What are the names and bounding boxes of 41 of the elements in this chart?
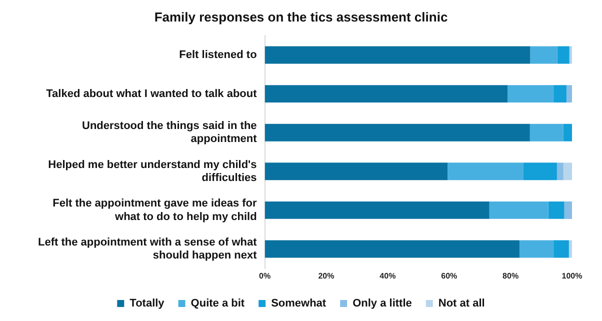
x-tick-label: 60% bbox=[441, 271, 458, 280]
y-tick-label: Left the appointment with a sense of what should happen next bbox=[38, 236, 258, 262]
bar bbox=[566, 85, 572, 103]
legend-label: Somewhat bbox=[271, 298, 326, 310]
chart-title: Family responses on the tics assessment clinic bbox=[154, 9, 448, 24]
bar bbox=[523, 162, 557, 180]
bar bbox=[264, 162, 448, 180]
legend-label: Only a little bbox=[352, 298, 412, 310]
bar bbox=[563, 124, 572, 142]
x-tick-label: 20% bbox=[318, 271, 334, 280]
bar bbox=[264, 240, 520, 258]
bar bbox=[557, 46, 570, 64]
legend-label: Quite a bit bbox=[190, 298, 245, 310]
bar bbox=[530, 124, 564, 142]
bar bbox=[507, 85, 554, 103]
bar bbox=[264, 85, 508, 103]
bar bbox=[264, 201, 490, 219]
y-tick-label: Understood the things said in the appointment bbox=[82, 120, 258, 146]
bar bbox=[563, 162, 572, 180]
bar bbox=[448, 162, 524, 180]
y-tick-label: Helped me better understand my child's difficulties bbox=[48, 158, 257, 184]
bar bbox=[264, 124, 530, 142]
legend-label: Not at all bbox=[438, 298, 485, 310]
bar bbox=[564, 201, 572, 219]
x-tick-label: 0% bbox=[259, 271, 271, 280]
bar bbox=[554, 240, 569, 258]
y-tick-label: Felt the appointment gave me ideas for what to do to help my child bbox=[52, 198, 258, 223]
bar bbox=[568, 240, 572, 258]
x-tick-label: 100% bbox=[562, 271, 582, 280]
bar bbox=[489, 201, 548, 219]
bar bbox=[556, 162, 564, 180]
legend-label: Totally bbox=[130, 298, 166, 310]
x-tick-label: 40% bbox=[380, 271, 396, 280]
bar bbox=[554, 85, 566, 103]
bar bbox=[530, 46, 558, 64]
y-tick-label: Felt listened to bbox=[179, 49, 258, 62]
x-tick-label: 80% bbox=[502, 271, 519, 280]
bar bbox=[548, 201, 564, 219]
y-tick-label: Talked about what I wanted to talk about bbox=[46, 88, 258, 100]
bar bbox=[264, 46, 530, 64]
bar bbox=[519, 240, 554, 258]
